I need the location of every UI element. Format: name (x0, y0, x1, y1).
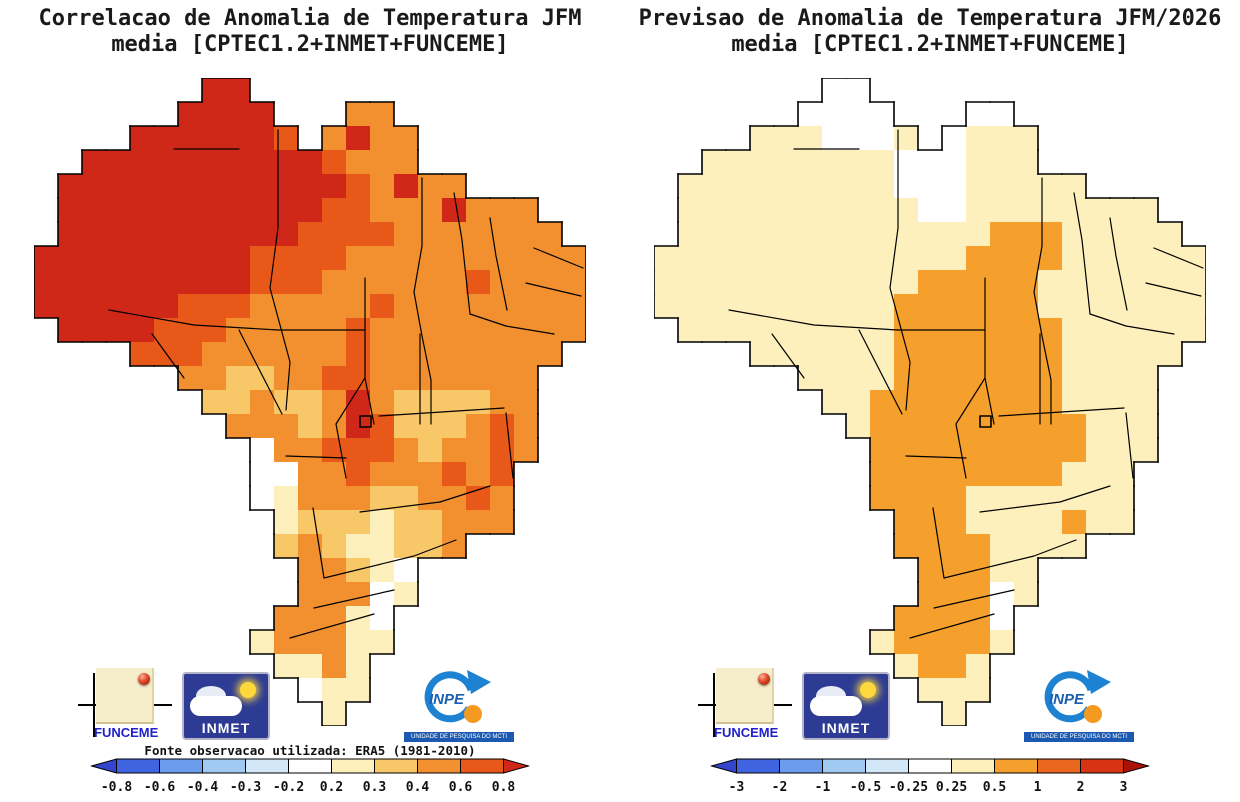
colorbar-tick-label: -0.3 (229, 780, 262, 795)
funceme-axis-vertical (713, 673, 715, 737)
correlation-title-line1: Correlacao de Anomalia de Temperatura JF… (38, 6, 582, 31)
colorbar-tick-label: 1 (1033, 780, 1042, 795)
inpe-logo: INPE UNIDADE DE PESQUISA DO MCTI (1020, 668, 1138, 746)
inpe-swoosh-icon: INPE (1044, 670, 1111, 723)
inmet-square: INMET (802, 672, 890, 740)
correlation-panel: Correlacao de Anomalia de Temperatura JF… (0, 0, 620, 798)
cloud-icon (190, 696, 242, 716)
inpe-sublabel: UNIDADE DE PESQUISA DO MCTI (1024, 732, 1134, 742)
funceme-sphere-icon (758, 673, 770, 685)
funceme-logo: FUNCEME (78, 668, 174, 744)
sun-icon (860, 682, 876, 698)
sun-icon (240, 682, 256, 698)
colorbar-tick-label: 2 (1076, 780, 1085, 795)
colorbar-tick-label: 0.6 (448, 780, 473, 795)
inpe-sublabel: UNIDADE DE PESQUISA DO MCTI (404, 732, 514, 742)
colorbar-tick-label: 0.8 (491, 780, 516, 795)
colorbar-tick-label: -0.6 (143, 780, 176, 795)
state-borders-overlay (108, 129, 584, 639)
correlation-colorbar: -0.8 -0.6 -0.4 -0.3 -0.2 0.2 0.3 0.4 0.6 0.8 (89, 758, 531, 798)
funceme-sphere-icon (138, 673, 150, 685)
funceme-label: FUNCEME (714, 725, 779, 740)
colorbar-tick-label: -0.5 (849, 780, 882, 795)
colorbar-labels: -0.8 -0.6 -0.4 -0.3 -0.2 0.2 0.3 0.4 0.6 0.8 (91, 780, 530, 798)
logo-row: FUNCEME INMET INPE UNIDADE DE PESQUISA D… (620, 660, 1240, 750)
inmet-logo: INMET (802, 672, 890, 740)
forecast-colorbar: -3 -2 -1 -0.5 -0.25 0.25 0.5 1 2 3 (709, 758, 1151, 798)
source-note: Fonte observacao utilizada: ERA5 (1981-2… (144, 743, 476, 758)
df-square-marker (979, 415, 992, 428)
df-square-marker (359, 415, 372, 428)
funceme-axis-vertical (93, 673, 95, 737)
colorbar-gradient (709, 758, 1151, 774)
forecast-title-line1: Previsao de Anomalia de Temperatura JFM/… (638, 6, 1222, 31)
colorbar-tick-label: 0.5 (982, 780, 1007, 795)
colorbar-tick-label: -3 (728, 780, 745, 795)
logo-row: FUNCEME INMET INPE UNIDADE DE PESQUISA D… (0, 660, 620, 750)
inpe-logo: INPE UNIDADE DE PESQUISA DO MCTI (400, 668, 518, 746)
inpe-label: INPE (1049, 691, 1085, 708)
inmet-square: INMET (182, 672, 270, 740)
colorbar-tick-label: -0.8 (100, 780, 133, 795)
map-grid-cells (34, 78, 586, 726)
inmet-label: INMET (821, 720, 871, 736)
colorbar-tick-label: 0.4 (405, 780, 430, 795)
correlation-title: Correlacao de Anomalia de Temperatura JF… (0, 0, 620, 58)
colorbar-tick-label: 3 (1119, 780, 1128, 795)
state-borders-overlay (728, 129, 1204, 639)
coastline-outline (34, 78, 586, 726)
colorbar-tick-label: -0.4 (186, 780, 219, 795)
colorbar-tick-label: -2 (771, 780, 788, 795)
forecast-title-line2: media [CPTEC1.2+INMET+FUNCEME] (731, 32, 1129, 57)
colorbar-tick-label: -1 (814, 780, 831, 795)
map-grid-cells (654, 78, 1206, 726)
coastline-outline (654, 78, 1206, 726)
funceme-label: FUNCEME (94, 725, 159, 740)
forecast-title: Previsao de Anomalia de Temperatura JFM/… (620, 0, 1240, 58)
brazil-map-correlation (34, 78, 586, 726)
cloud-icon (810, 696, 862, 716)
forecast-panel: Previsao de Anomalia de Temperatura JFM/… (620, 0, 1240, 802)
inpe-swoosh-icon: INPE (424, 670, 491, 723)
correlation-title-line2: media [CPTEC1.2+INMET+FUNCEME] (111, 32, 509, 57)
colorbar-gradient (89, 758, 531, 774)
colorbar-tick-label: 0.2 (319, 780, 344, 795)
colorbar-labels: -3 -2 -1 -0.5 -0.25 0.25 0.5 1 2 3 (711, 780, 1150, 798)
colorbar-tick-label: -0.2 (272, 780, 305, 795)
colorbar-tick-label: -0.25 (888, 780, 929, 795)
inmet-label: INMET (201, 720, 251, 736)
inmet-logo: INMET (182, 672, 270, 740)
funceme-logo: FUNCEME (698, 668, 794, 744)
inpe-label: INPE (429, 691, 465, 708)
colorbar-tick-label: 0.25 (935, 780, 968, 795)
colorbar-tick-label: 0.3 (362, 780, 387, 795)
brazil-map-forecast (654, 78, 1206, 726)
